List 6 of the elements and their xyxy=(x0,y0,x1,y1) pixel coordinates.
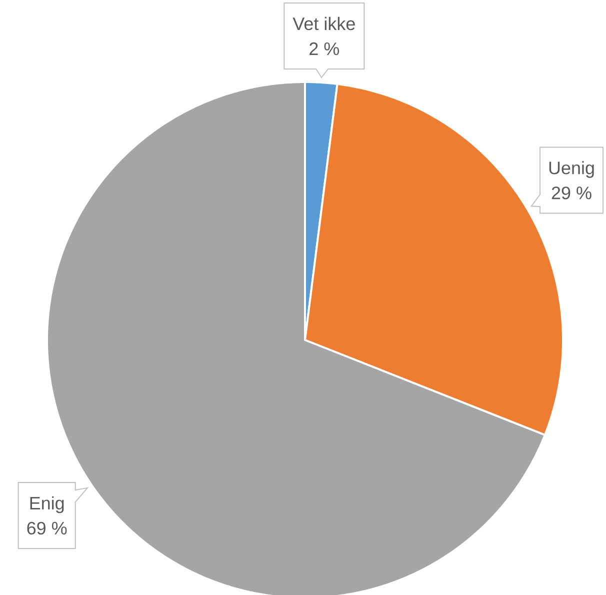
slice-label: Enig xyxy=(30,496,64,514)
data-label: 29 % xyxy=(552,186,592,200)
slice-label: Vet ikke xyxy=(292,16,355,30)
slice-label: Uenig xyxy=(549,161,594,178)
data-label: 69 % xyxy=(27,522,67,535)
data-label: 2 % xyxy=(310,42,340,56)
